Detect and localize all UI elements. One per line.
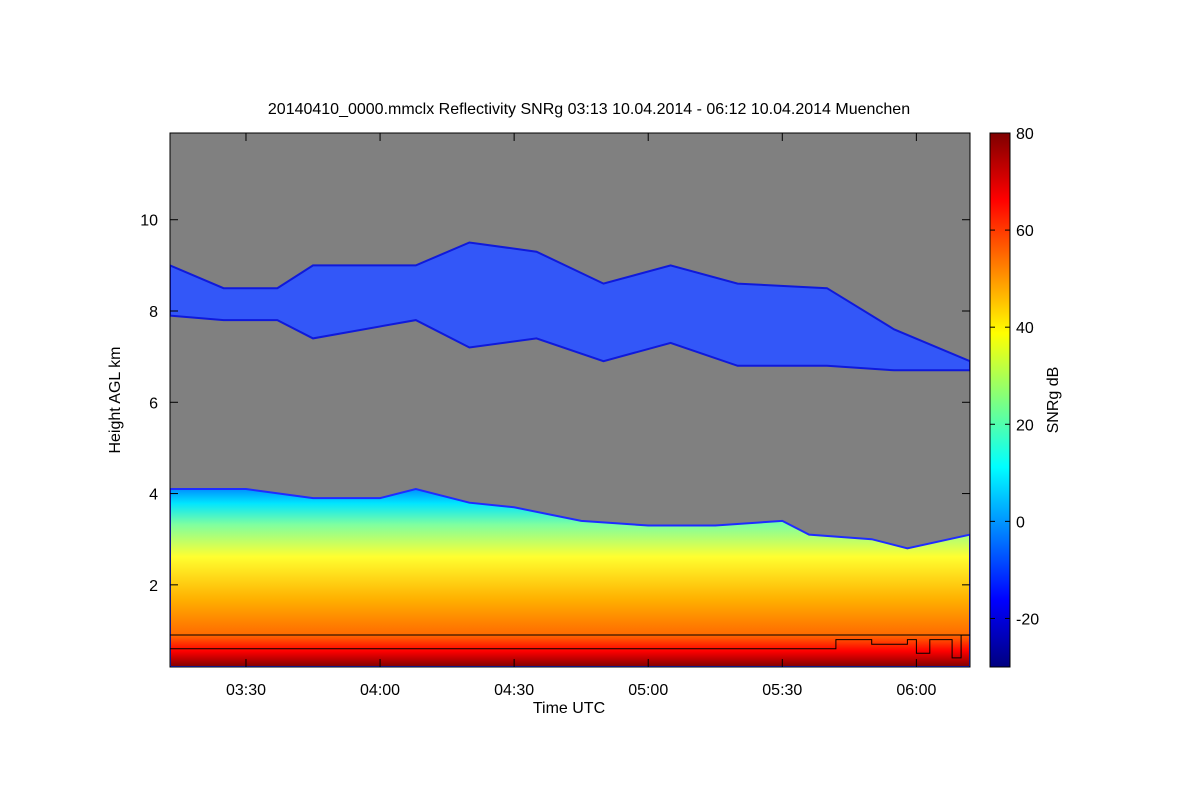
lower-layer-area xyxy=(170,487,970,667)
x-axis-label: Time UTC xyxy=(533,700,605,717)
y-tick-label: 4 xyxy=(149,487,158,504)
y-tick-label: 10 xyxy=(140,213,158,230)
colorbar-tick-label: 0 xyxy=(1016,514,1025,531)
colorbar-label: SNRg dB xyxy=(1045,367,1062,434)
axes: 03:30 04:00 04:30 05:00 05:30 06:00 2 4 6 8 10 xyxy=(140,133,970,699)
colorbar-tick-label: -20 xyxy=(1016,611,1039,628)
x-tick-label: 05:30 xyxy=(762,682,802,699)
y-axis-label: Height AGL km xyxy=(107,346,124,453)
colorbar-tick-label: 40 xyxy=(1016,320,1034,337)
y-tick-label: 8 xyxy=(149,304,158,321)
x-tick-label: 05:00 xyxy=(628,682,668,699)
x-tick-label: 03:30 xyxy=(226,682,266,699)
cirrus-layer-area xyxy=(170,241,970,372)
x-tick-label: 06:00 xyxy=(896,682,936,699)
y-tick-label: 2 xyxy=(149,578,158,595)
black-line xyxy=(170,634,970,659)
y-tick-label: 6 xyxy=(149,395,158,412)
colorbar: -20 0 20 40 60 80 xyxy=(989,126,1039,668)
x-tick-label: 04:00 xyxy=(360,682,400,699)
colorbar-tick-label: 80 xyxy=(1016,126,1034,143)
x-tick-label: 04:30 xyxy=(494,682,534,699)
chart-title: 20140410_0000.mmclx Reflectivity SNRg 03… xyxy=(268,101,910,118)
plot-area xyxy=(170,133,970,667)
colorbar-scale xyxy=(989,132,1011,668)
plot-frame xyxy=(169,132,971,668)
colorbar-tick-label: 60 xyxy=(1016,223,1034,240)
colorbar-tick-label: 20 xyxy=(1016,417,1034,434)
